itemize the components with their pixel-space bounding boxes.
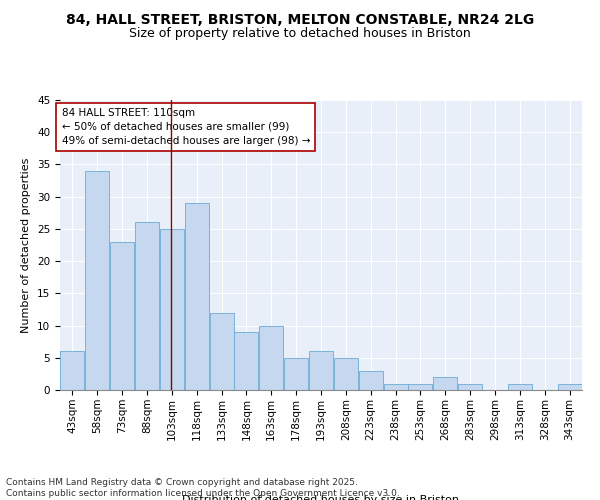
Bar <box>160 229 184 390</box>
Y-axis label: Number of detached properties: Number of detached properties <box>22 158 31 332</box>
Text: Contains HM Land Registry data © Crown copyright and database right 2025.
Contai: Contains HM Land Registry data © Crown c… <box>6 478 400 498</box>
Bar <box>508 384 532 390</box>
Bar <box>334 358 358 390</box>
Bar <box>259 326 283 390</box>
Bar <box>85 171 109 390</box>
Bar <box>458 384 482 390</box>
Bar <box>110 242 134 390</box>
Bar <box>383 384 407 390</box>
Text: 84 HALL STREET: 110sqm
← 50% of detached houses are smaller (99)
49% of semi-det: 84 HALL STREET: 110sqm ← 50% of detached… <box>62 108 310 146</box>
X-axis label: Distribution of detached houses by size in Briston: Distribution of detached houses by size … <box>182 496 460 500</box>
Bar <box>284 358 308 390</box>
Text: 84, HALL STREET, BRISTON, MELTON CONSTABLE, NR24 2LG: 84, HALL STREET, BRISTON, MELTON CONSTAB… <box>66 12 534 26</box>
Bar <box>557 384 581 390</box>
Bar <box>185 203 209 390</box>
Text: Size of property relative to detached houses in Briston: Size of property relative to detached ho… <box>129 28 471 40</box>
Bar <box>433 377 457 390</box>
Bar <box>61 352 85 390</box>
Bar <box>359 370 383 390</box>
Bar <box>135 222 159 390</box>
Bar <box>235 332 259 390</box>
Bar <box>309 352 333 390</box>
Bar <box>409 384 433 390</box>
Bar <box>209 312 233 390</box>
